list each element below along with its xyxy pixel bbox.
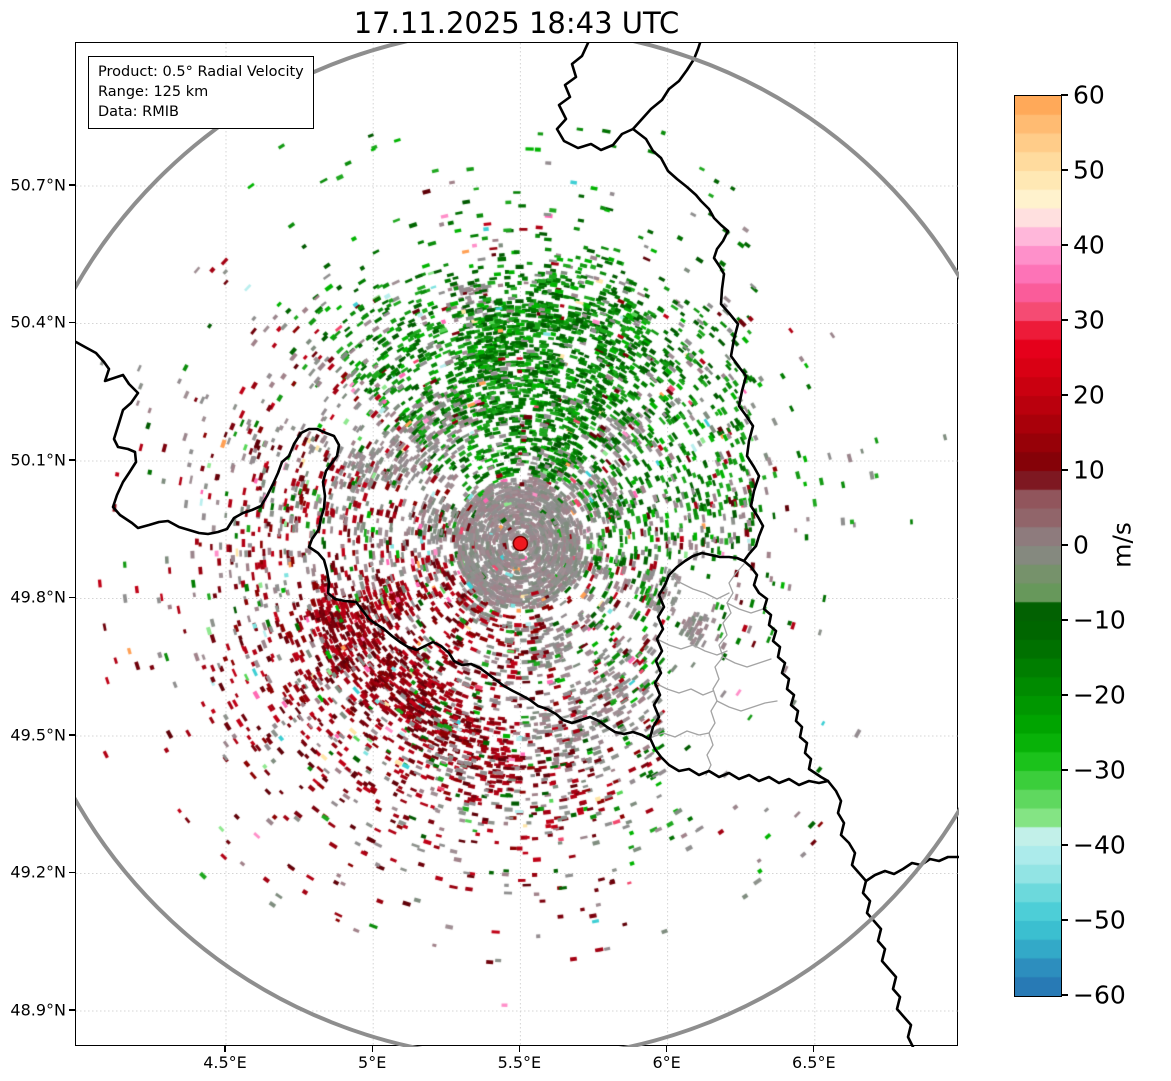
colorbar-tick-mark [1061, 919, 1068, 921]
map-plot: Product: 0.5° Radial Velocity Range: 125… [75, 42, 959, 1047]
data-source-line: Data: RMIB [98, 104, 179, 120]
range-line: Range: 125 km [98, 84, 209, 100]
lon-tick-mark [371, 1046, 373, 1052]
country-border [864, 855, 959, 883]
product-line: Product: 0.5° Radial Velocity [98, 64, 304, 80]
country-border [631, 127, 765, 563]
lon-tick-label: 5.5°E [497, 1053, 542, 1072]
lat-tick-mark [69, 1009, 75, 1011]
lon-tick-label: 4.5°E [203, 1053, 247, 1072]
borders-layer [76, 43, 959, 1047]
country-border [648, 551, 830, 787]
colorbar-tick-mark [1061, 319, 1068, 321]
lon-tick-label: 6.5°E [792, 1053, 836, 1072]
colorbar-tick-label: 50 [1073, 155, 1105, 185]
colorbar-tick-label: 60 [1073, 80, 1105, 110]
colorbar-scale [1014, 95, 1062, 997]
country-border [555, 43, 702, 152]
country-border [76, 340, 651, 741]
colorbar-tick-label: 40 [1073, 230, 1105, 260]
lat-tick-mark [69, 871, 75, 874]
colorbar-tick-label: −50 [1073, 905, 1126, 935]
colorbar-tick-label: −20 [1073, 680, 1126, 710]
lon-tick-label: 5°E [358, 1053, 387, 1072]
lon-tick-mark [813, 1046, 815, 1052]
district-border [656, 638, 728, 656]
colorbar-gradient [1015, 96, 1061, 996]
lat-tick-label: 49.2°N [10, 862, 66, 882]
figure-title: 17.11.2025 18:43 UTC [353, 6, 680, 40]
lat-tick-label: 50.7°N [10, 175, 66, 195]
district-border [716, 700, 778, 712]
colorbar-tick-mark [1061, 244, 1068, 246]
colorbar-tick-label: 10 [1073, 455, 1105, 485]
lat-tick-mark [69, 321, 75, 324]
lon-tick-label: 6°E [652, 1053, 681, 1072]
district-border [722, 656, 772, 668]
lat-tick-label: 50.1°N [10, 450, 66, 470]
colorbar-tick-mark [1061, 994, 1068, 996]
colorbar-tick-label: −40 [1073, 830, 1126, 860]
district-border [649, 730, 710, 739]
district-border [654, 682, 714, 696]
lat-tick-mark [69, 734, 75, 736]
lat-tick-mark [69, 184, 75, 186]
colorbar-tick-mark [1061, 544, 1068, 546]
colorbar-tick-mark [1061, 169, 1068, 171]
lat-tick-label: 50.4°N [10, 312, 66, 332]
product-info-box: Product: 0.5° Radial Velocity Range: 125… [88, 56, 314, 129]
lon-tick-mark [665, 1046, 668, 1052]
lat-tick-label: 49.8°N [10, 587, 66, 607]
lat-tick-label: 49.5°N [10, 725, 66, 745]
lat-tick-mark [69, 459, 75, 461]
lat-tick-mark [69, 596, 75, 599]
colorbar-tick-mark [1061, 94, 1068, 96]
colorbar-tick-mark [1061, 844, 1068, 846]
district-border [668, 574, 730, 600]
colorbar-unit-label: m/s [1107, 522, 1137, 568]
colorbar-tick-label: 20 [1073, 380, 1105, 410]
district-border [726, 602, 764, 614]
colorbar-tick-mark [1061, 694, 1068, 696]
colorbar-tick-label: 0 [1073, 530, 1089, 560]
country-border [826, 779, 915, 1047]
colorbar-tick-label: 30 [1073, 305, 1105, 335]
colorbar-tick-mark [1061, 469, 1068, 471]
colorbar-tick-mark [1061, 769, 1068, 771]
radar-site-marker [512, 535, 529, 552]
colorbar-tick-mark [1061, 394, 1068, 396]
lon-tick-mark [224, 1046, 226, 1052]
colorbar-tick-label: −60 [1073, 980, 1126, 1010]
district-border [705, 563, 745, 776]
colorbar-tick-mark [1061, 619, 1068, 621]
colorbar-tick-label: −10 [1073, 605, 1126, 635]
lat-tick-label: 48.9°N [10, 1000, 66, 1020]
colorbar-tick-label: −30 [1073, 755, 1126, 785]
lon-tick-mark [518, 1046, 521, 1052]
